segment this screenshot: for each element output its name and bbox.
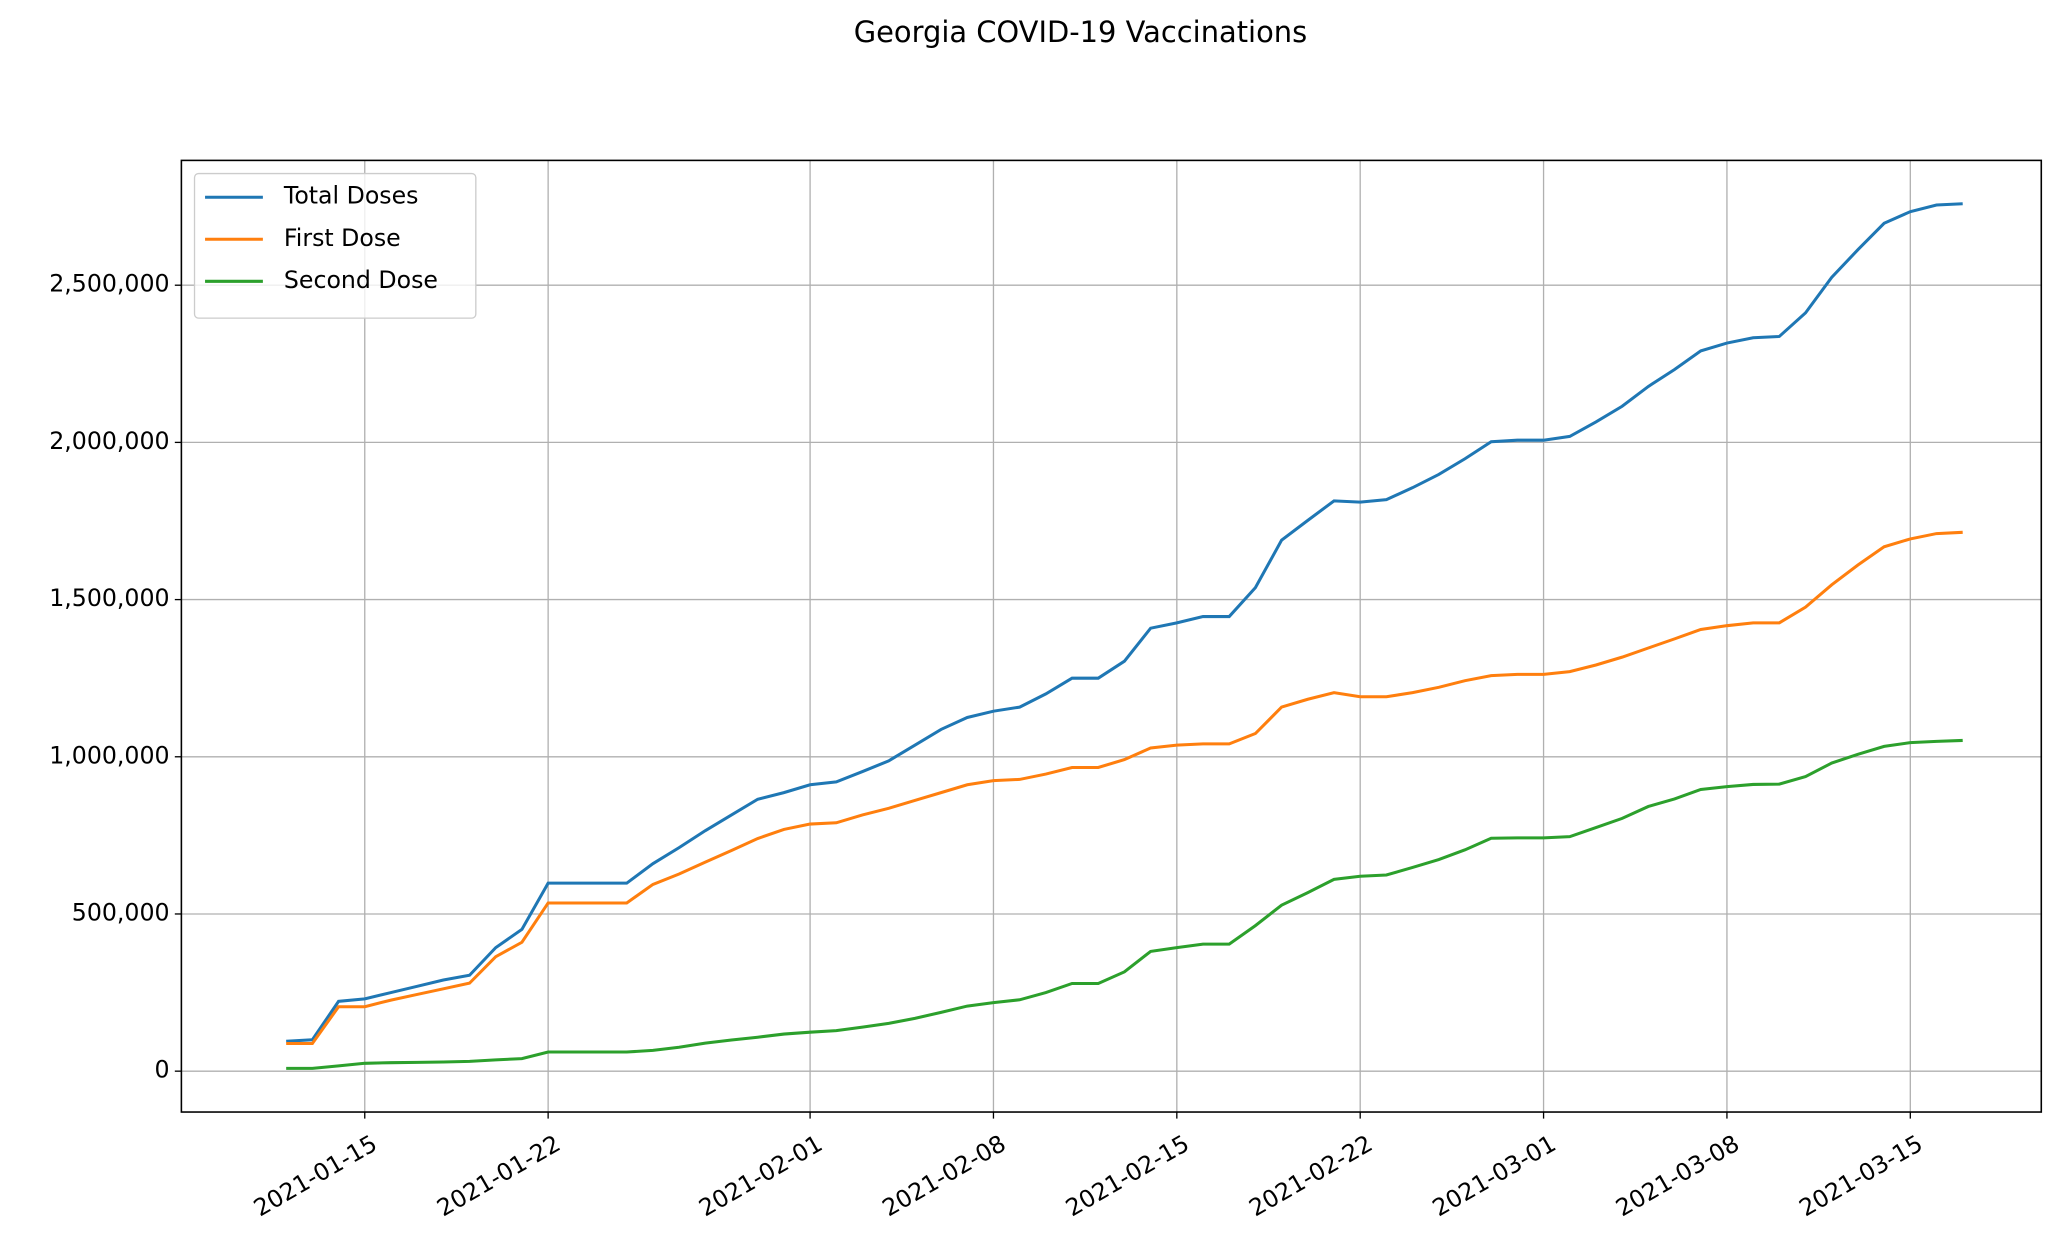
y-tick-label: 2,500,000 xyxy=(49,270,169,298)
x-tick-label: 2021-01-15 xyxy=(249,1129,382,1222)
chart-title: Georgia COVID-19 Vaccinations xyxy=(854,15,1307,49)
x-tick-label: 2021-01-22 xyxy=(432,1129,565,1222)
series-line xyxy=(286,202,1963,1043)
legend-label: First Dose xyxy=(284,224,401,252)
plot-frame xyxy=(180,159,2043,1113)
series-line xyxy=(286,738,1963,1070)
x-tick-label: 2021-02-08 xyxy=(878,1129,1011,1222)
x-tick-label: 2021-02-15 xyxy=(1061,1129,1194,1222)
x-tick-label: 2021-03-15 xyxy=(1794,1129,1927,1222)
y-tick-label: 2,000,000 xyxy=(49,427,169,455)
legend-box xyxy=(193,172,477,319)
y-tick-label: 1,000,000 xyxy=(49,741,169,769)
x-tick-label: 2021-03-01 xyxy=(1428,1129,1561,1222)
y-tick-label: 1,500,000 xyxy=(49,584,169,612)
legend-label: Total Doses xyxy=(283,182,419,210)
x-tick-label: 2021-02-22 xyxy=(1244,1129,1377,1222)
series-line xyxy=(286,530,1963,1046)
y-tick-label: 0 xyxy=(155,1056,170,1084)
x-tick-label: 2021-02-01 xyxy=(694,1129,827,1222)
x-tick-label: 2021-03-08 xyxy=(1611,1129,1744,1222)
legend-label: Second Dose xyxy=(284,266,438,294)
y-tick-label: 500,000 xyxy=(72,898,170,926)
